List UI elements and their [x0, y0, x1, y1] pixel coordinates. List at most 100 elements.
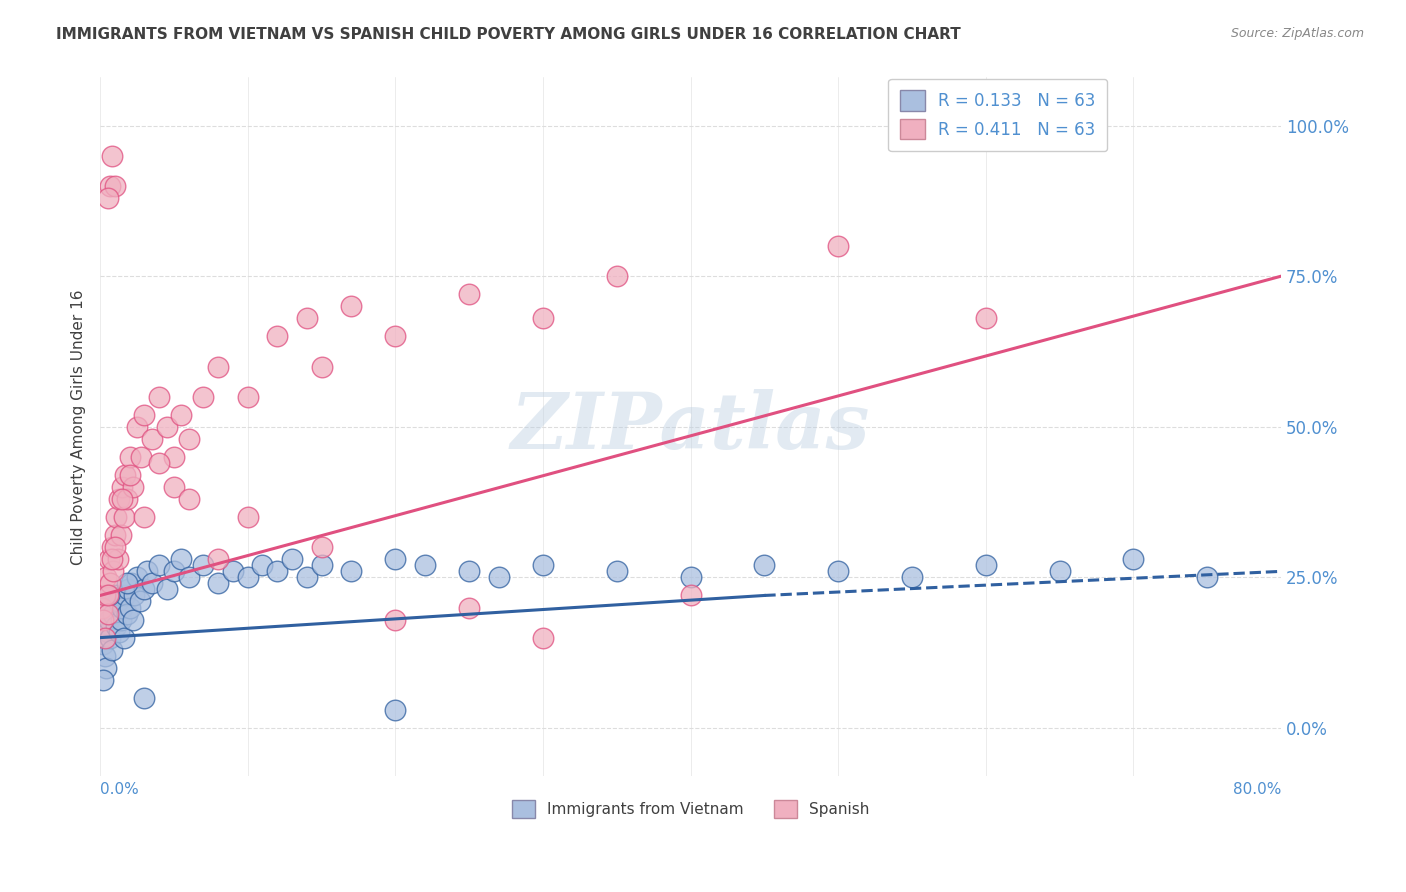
Point [104, 541, 127, 555]
Point [679, 570, 702, 584]
Point [96, 624, 118, 639]
Point [974, 311, 997, 326]
Point [488, 570, 510, 584]
Point [295, 570, 318, 584]
Point [136, 565, 159, 579]
Point [1197, 570, 1219, 584]
Point [458, 565, 481, 579]
Point [207, 576, 229, 591]
Point [121, 480, 143, 494]
Point [236, 570, 259, 584]
Point [120, 576, 142, 591]
Point [148, 456, 170, 470]
Point [193, 558, 215, 573]
Point [384, 552, 406, 566]
Point [91, 637, 114, 651]
Point [96, 607, 118, 621]
Point [96, 191, 118, 205]
Point [96, 589, 118, 603]
Point [266, 565, 288, 579]
Point [101, 552, 124, 566]
Point [827, 565, 849, 579]
Point [108, 624, 131, 639]
Point [974, 558, 997, 573]
Point [679, 589, 702, 603]
Point [98, 613, 121, 627]
Point [134, 690, 156, 705]
Point [98, 589, 121, 603]
Point [131, 450, 153, 464]
Point [101, 642, 124, 657]
Point [236, 390, 259, 404]
Point [141, 576, 163, 591]
Point [384, 329, 406, 343]
Point [105, 510, 128, 524]
Point [827, 239, 849, 253]
Point [104, 589, 127, 603]
Point [163, 480, 186, 494]
Point [754, 558, 776, 573]
Point [114, 468, 136, 483]
Text: Source: ZipAtlas.com: Source: ZipAtlas.com [1230, 27, 1364, 40]
Point [311, 541, 333, 555]
Point [295, 311, 318, 326]
Point [134, 582, 156, 597]
Point [340, 299, 363, 313]
Point [606, 565, 628, 579]
Point [105, 618, 128, 632]
Point [311, 558, 333, 573]
Point [340, 565, 363, 579]
Point [163, 450, 186, 464]
Point [114, 589, 136, 603]
Point [118, 468, 141, 483]
Point [148, 390, 170, 404]
Point [236, 510, 259, 524]
Point [96, 600, 118, 615]
Point [281, 552, 304, 566]
Point [170, 408, 193, 422]
Point [122, 589, 145, 603]
Point [125, 419, 148, 434]
Point [606, 269, 628, 284]
Point [115, 576, 138, 591]
Text: IMMIGRANTS FROM VIETNAM VS SPANISH CHILD POVERTY AMONG GIRLS UNDER 16 CORRELATIO: IMMIGRANTS FROM VIETNAM VS SPANISH CHILD… [56, 27, 960, 42]
Point [118, 600, 141, 615]
Point [115, 492, 138, 507]
Point [107, 552, 129, 566]
Point [103, 565, 125, 579]
Point [104, 528, 127, 542]
Point [170, 552, 193, 566]
Point [266, 329, 288, 343]
Text: 80.0%: 80.0% [1233, 782, 1281, 797]
Point [384, 613, 406, 627]
Point [111, 480, 134, 494]
Point [104, 178, 127, 193]
Point [1049, 565, 1071, 579]
Point [531, 631, 554, 645]
Point [531, 311, 554, 326]
Point [112, 631, 135, 645]
Point [125, 570, 148, 584]
Point [207, 359, 229, 374]
Point [155, 419, 177, 434]
Point [101, 149, 124, 163]
Point [222, 565, 245, 579]
Point [108, 492, 131, 507]
Point [207, 552, 229, 566]
Point [252, 558, 274, 573]
Point [93, 589, 115, 603]
Point [100, 178, 122, 193]
Point [458, 600, 481, 615]
Text: ZIPatlas: ZIPatlas [510, 389, 870, 465]
Point [98, 552, 121, 566]
Point [112, 510, 135, 524]
Point [155, 582, 177, 597]
Point [148, 558, 170, 573]
Point [118, 450, 141, 464]
Point [100, 631, 122, 645]
Point [129, 594, 152, 608]
Point [110, 528, 132, 542]
Point [93, 631, 115, 645]
Point [115, 607, 138, 621]
Point [531, 558, 554, 573]
